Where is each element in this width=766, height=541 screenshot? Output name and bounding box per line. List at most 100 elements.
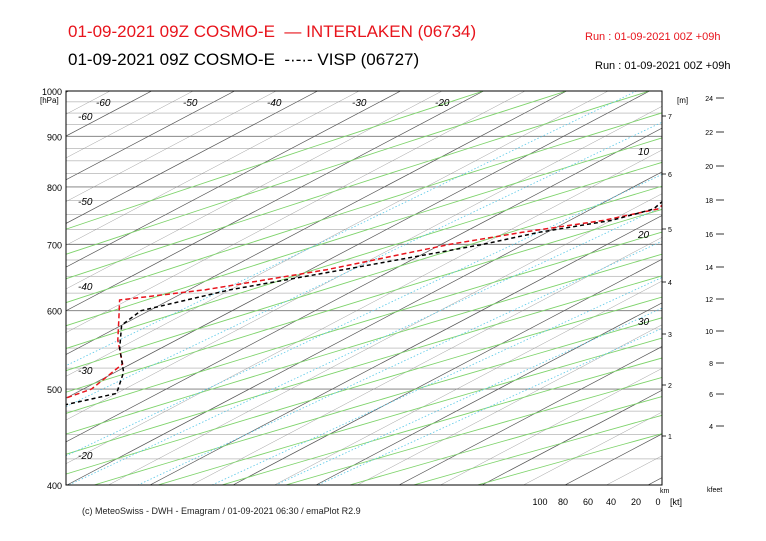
isotherm-line — [0, 91, 27, 485]
height-ft-tick-label: 24 — [705, 96, 713, 103]
isotherm-line — [66, 91, 609, 377]
isotherm-line — [357, 324, 662, 485]
wind-axis-tick: 60 — [583, 497, 593, 507]
mixing-ratio-line — [66, 91, 637, 367]
temperature-tick-label: -40 — [267, 98, 282, 109]
height-ft-tick-label: 14 — [705, 265, 713, 272]
wind-axis-tick: 0 — [655, 497, 660, 507]
dry-adiabat-line — [413, 414, 662, 485]
isotherm-line — [564, 433, 662, 485]
title-visp: 01-09-2021 09Z COSMO-E -·-·- VISP (06727… — [68, 50, 420, 69]
title-interlaken: 01-09-2021 09Z COSMO-E — INTERLAKEN (067… — [68, 22, 477, 41]
isotherm-line — [66, 91, 69, 93]
temperature-tick-label: -50 — [78, 197, 93, 208]
temperature-profile-visp — [66, 200, 662, 406]
isotherm-line — [66, 91, 318, 224]
wind-speed-label: 30 — [638, 317, 650, 328]
run-label-black: Run : 01-09-2021 00Z +09h — [595, 60, 731, 72]
dry-adiabat-line — [221, 357, 662, 485]
temperature-tick-label: -30 — [78, 366, 93, 377]
pressure-tick-label: 700 — [47, 240, 62, 250]
isotherm-line — [66, 91, 235, 181]
isotherm-line — [66, 91, 650, 399]
isotherm-line — [690, 91, 766, 485]
plot-frame — [65, 90, 663, 486]
pressure-tick-label: 400 — [47, 481, 62, 491]
legend-line-black: -·-·- — [284, 50, 313, 69]
pressure-tick-label: 1000 — [42, 87, 62, 97]
isotherm-line — [232, 258, 662, 485]
isotherm-line — [606, 455, 662, 485]
isotherm-line — [440, 368, 662, 485]
dry-adiabat-line — [66, 296, 662, 475]
mixing-ratio-line — [211, 276, 662, 485]
wind-axis-label: [kt] — [670, 497, 682, 507]
height-ft-tick-label: 20 — [705, 164, 713, 171]
height-ft-tick-label: 8 — [709, 361, 713, 368]
isotherm-line — [191, 237, 662, 485]
wind-axis-tick: 100 — [532, 497, 547, 507]
height-ft-tick-label: 12 — [705, 297, 713, 304]
wind-axis-tick: 40 — [606, 497, 616, 507]
height-m-tick-label: 3 — [668, 332, 672, 339]
isotherm-line — [66, 106, 662, 421]
height-ft-tick-label: 6 — [709, 392, 713, 399]
height-ft-tick-label: 18 — [705, 198, 713, 205]
isotherm-line — [481, 389, 662, 485]
dry-adiabat-line — [66, 275, 662, 455]
isotherm-line — [66, 127, 662, 443]
isotherm-line — [108, 193, 662, 485]
temperature-tick-label: -40 — [78, 282, 93, 293]
mixing-ratio-line — [66, 173, 662, 457]
isotherm-line — [66, 91, 443, 290]
dry-adiabat-line — [66, 137, 662, 327]
isotherm-line — [315, 302, 662, 485]
legend-line-red: — — [284, 22, 302, 41]
temperature-tick-label: -60 — [78, 112, 93, 123]
isotherm-line — [66, 91, 360, 246]
dry-adiabat-line — [66, 208, 662, 393]
height-m-tick-label: 7 — [668, 114, 672, 121]
height-m-tick-label: 2 — [668, 383, 672, 390]
isotherm-line — [66, 91, 277, 202]
dry-adiabat-line — [66, 161, 662, 349]
mixing-ratio-line — [66, 121, 662, 408]
pressure-tick-label: 800 — [47, 183, 62, 193]
run-label-red: Run : 01-09-2021 00Z +09h — [585, 31, 721, 43]
isotherm-line — [274, 280, 662, 485]
height-m-tick-label: 6 — [668, 172, 672, 179]
wind-axis-tick: 20 — [631, 497, 641, 507]
isotherm-line — [731, 91, 766, 485]
isotherm-line — [66, 91, 152, 137]
copyright-footer: (c) MeteoSwiss - DWH - Emagram / 01-09-2… — [82, 506, 361, 516]
isotherm-line — [647, 477, 662, 485]
isotherm-line — [66, 91, 484, 312]
emagram-grid — [0, 91, 766, 485]
temperature-tick-label: -20 — [78, 451, 93, 462]
isotherm-line — [398, 346, 662, 485]
wind-speed-label: 10 — [638, 147, 650, 158]
height-m-tick-label: 4 — [668, 280, 672, 287]
isotherm-line — [66, 91, 526, 333]
height-ft-tick-label: 10 — [705, 329, 713, 336]
temperature-profile-interlaken — [66, 204, 662, 399]
temperature-tick-label: -60 — [96, 98, 111, 109]
temperature-tick-label: -50 — [183, 98, 198, 109]
dry-adiabat-line — [157, 337, 662, 485]
dry-adiabat-line — [66, 91, 650, 280]
dry-adiabat-line — [66, 231, 662, 414]
dry-adiabat-line — [285, 376, 662, 485]
temperature-tick-label: -20 — [435, 98, 450, 109]
wind-axis-tick: 80 — [558, 497, 568, 507]
height-km-label: km — [660, 488, 670, 495]
isotherm-line — [66, 149, 662, 464]
dry-adiabat-line — [66, 185, 662, 372]
temperature-tick-label: -30 — [352, 98, 367, 109]
dry-adiabat-line — [349, 396, 662, 485]
isotherm-line — [66, 171, 662, 485]
axes: 4005006007008009001000[hPa]-100102030-60… — [40, 87, 724, 507]
isotherm-line — [66, 91, 194, 159]
height-m-tick-label: 1 — [668, 434, 672, 441]
wind-speed-label: 20 — [637, 230, 650, 241]
pressure-tick-label: 500 — [47, 385, 62, 395]
